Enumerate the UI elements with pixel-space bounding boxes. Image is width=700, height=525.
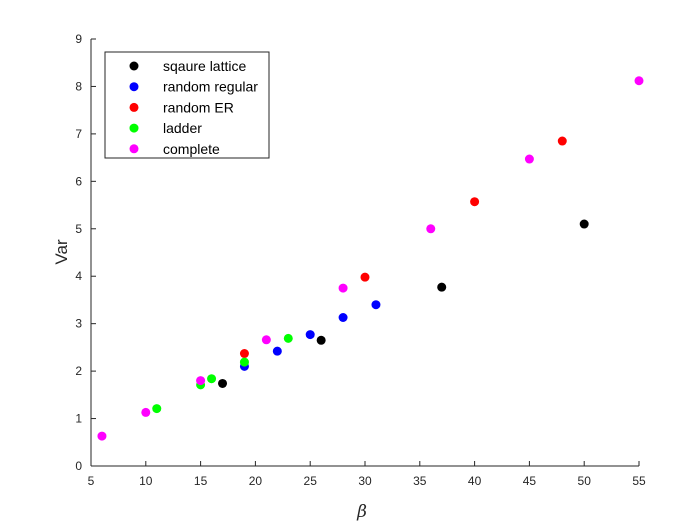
data-point [196,376,206,386]
y-axis-label: Var [52,239,71,265]
data-point [283,333,293,343]
data-points [97,76,644,441]
data-point [524,154,534,164]
data-point [239,349,249,359]
legend: sqaure lattice random regular random ER lad… [104,51,270,159]
data-point [141,407,151,417]
legend-label: random regular [163,79,258,95]
y-tick-label: 8 [75,79,82,93]
y-tick-label: 3 [75,317,82,331]
y-tick-label: 7 [75,127,82,141]
x-axis-ticks: 5 10 15 20 25 30 35 40 45 50 55 [88,461,646,488]
y-axis-ticks: 0 1 2 3 4 5 6 7 8 9 [75,32,96,473]
x-axis-label: β [356,502,367,522]
legend-marker [129,144,139,154]
legend-label: sqaure lattice [163,58,246,74]
x-tick-label: 30 [358,474,372,488]
data-point [426,224,436,234]
x-tick-label: 50 [578,474,592,488]
legend-label: ladder [163,120,202,136]
data-point [470,197,480,207]
data-point [557,136,567,146]
y-tick-label: 5 [75,222,82,236]
data-point [261,335,271,345]
x-tick-label: 15 [194,474,208,488]
legend-marker [129,102,139,112]
data-point [316,335,326,345]
legend-marker [129,123,139,133]
data-point [634,76,644,86]
legend-marker [129,82,139,92]
x-tick-label: 40 [468,474,482,488]
y-tick-label: 0 [75,459,82,473]
data-point [97,431,107,441]
legend-label: complete [163,141,220,157]
data-point [152,404,162,414]
x-tick-label: 10 [139,474,153,488]
y-tick-label: 6 [75,174,82,188]
x-tick-label: 25 [304,474,318,488]
x-tick-label: 20 [249,474,263,488]
data-point [207,374,217,384]
data-point [239,357,249,367]
data-point [218,378,228,388]
data-point [305,330,315,340]
x-tick-label: 5 [88,474,95,488]
data-point [437,282,447,292]
data-point [272,346,282,356]
y-tick-label: 1 [75,412,82,426]
x-tick-label: 55 [632,474,646,488]
legend-label: random ER [163,99,234,115]
data-point [371,300,381,310]
y-tick-label: 2 [75,364,82,378]
legend-marker [129,61,139,71]
data-point [579,219,589,229]
y-tick-label: 4 [75,269,82,283]
y-tick-label: 9 [75,32,82,46]
data-point [360,272,370,282]
x-tick-label: 35 [413,474,427,488]
x-tick-label: 45 [523,474,537,488]
data-point [338,283,348,293]
data-point [338,312,348,322]
